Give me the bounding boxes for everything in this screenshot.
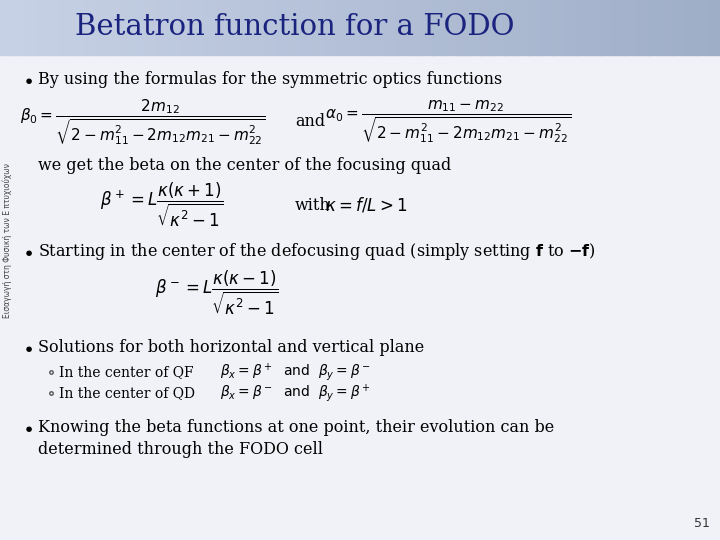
- Bar: [576, 0, 589, 55]
- Text: determined through the FODO cell: determined through the FODO cell: [38, 441, 323, 457]
- Bar: [684, 0, 697, 55]
- Bar: [648, 0, 661, 55]
- Bar: [312, 0, 325, 55]
- Bar: [216, 0, 229, 55]
- Text: $\beta^- = L\dfrac{\kappa(\kappa - 1)}{\sqrt{\kappa^2 - 1}}$: $\beta^- = L\dfrac{\kappa(\kappa - 1)}{\…: [155, 269, 279, 317]
- Bar: [108, 0, 121, 55]
- Bar: [420, 0, 433, 55]
- Text: $\bullet$: $\bullet$: [22, 417, 33, 436]
- Bar: [552, 0, 565, 55]
- Text: Solutions for both horizontal and vertical plane: Solutions for both horizontal and vertic…: [38, 340, 424, 356]
- Bar: [672, 0, 685, 55]
- Bar: [468, 0, 481, 55]
- Bar: [0, 0, 13, 55]
- Bar: [384, 0, 397, 55]
- Bar: [492, 0, 505, 55]
- Text: $\beta^+ = L\dfrac{\kappa(\kappa + 1)}{\sqrt{\kappa^2 - 1}}$: $\beta^+ = L\dfrac{\kappa(\kappa + 1)}{\…: [100, 181, 223, 230]
- Bar: [348, 0, 361, 55]
- Bar: [408, 0, 421, 55]
- Bar: [372, 0, 385, 55]
- Bar: [636, 0, 649, 55]
- Bar: [12, 0, 25, 55]
- Bar: [612, 0, 625, 55]
- Bar: [48, 0, 61, 55]
- Text: we get the beta on the center of the focusing quad: we get the beta on the center of the foc…: [38, 157, 451, 173]
- Bar: [72, 0, 85, 55]
- Text: $\beta_0 = \dfrac{2m_{12}}{\sqrt{2 - m_{11}^2 - 2m_{12}m_{21} - m_{22}^2}}$: $\beta_0 = \dfrac{2m_{12}}{\sqrt{2 - m_{…: [20, 97, 266, 147]
- Bar: [504, 0, 517, 55]
- Bar: [60, 0, 73, 55]
- Text: $\bullet$: $\bullet$: [22, 339, 33, 357]
- Bar: [600, 0, 613, 55]
- Text: 51: 51: [694, 517, 710, 530]
- Bar: [696, 0, 709, 55]
- Bar: [624, 0, 637, 55]
- Bar: [36, 0, 49, 55]
- Bar: [180, 0, 193, 55]
- Bar: [204, 0, 217, 55]
- Bar: [336, 0, 349, 55]
- Bar: [708, 0, 720, 55]
- Bar: [120, 0, 133, 55]
- Bar: [300, 0, 313, 55]
- Bar: [588, 0, 601, 55]
- Bar: [276, 0, 289, 55]
- Text: Betatron function for a FODO: Betatron function for a FODO: [75, 13, 515, 41]
- Bar: [528, 0, 541, 55]
- Text: Knowing the beta functions at one point, their evolution can be: Knowing the beta functions at one point,…: [38, 418, 554, 435]
- Text: $\alpha_0 = \dfrac{m_{11} - m_{22}}{\sqrt{2 - m_{11}^2 - 2m_{12}m_{21} - m_{22}^: $\alpha_0 = \dfrac{m_{11} - m_{22}}{\sqr…: [325, 99, 571, 145]
- Bar: [96, 0, 109, 55]
- Bar: [480, 0, 493, 55]
- Text: By using the formulas for the symmetric optics functions: By using the formulas for the symmetric …: [38, 71, 503, 89]
- Bar: [516, 0, 529, 55]
- Bar: [432, 0, 445, 55]
- Text: $\bullet$: $\bullet$: [22, 71, 33, 90]
- Text: In the center of QF: In the center of QF: [59, 365, 194, 379]
- Text: Εισαγωγή στη Φυσική των E πτυχιούχων: Εισαγωγή στη Φυσική των E πτυχιούχων: [2, 163, 12, 318]
- Bar: [228, 0, 241, 55]
- Bar: [168, 0, 181, 55]
- Bar: [264, 0, 277, 55]
- Bar: [24, 0, 37, 55]
- Bar: [144, 0, 157, 55]
- Bar: [84, 0, 97, 55]
- Bar: [564, 0, 577, 55]
- Text: In the center of QD: In the center of QD: [59, 386, 195, 400]
- Bar: [360, 0, 373, 55]
- Text: $\beta_x = \beta^+$  and  $\beta_y = \beta^-$: $\beta_x = \beta^+$ and $\beta_y = \beta…: [220, 361, 371, 383]
- Bar: [132, 0, 145, 55]
- Text: with: with: [295, 197, 330, 213]
- Bar: [324, 0, 337, 55]
- Bar: [252, 0, 265, 55]
- Bar: [192, 0, 205, 55]
- Bar: [288, 0, 301, 55]
- Bar: [444, 0, 457, 55]
- Bar: [156, 0, 169, 55]
- Bar: [396, 0, 409, 55]
- Text: Starting in the center of the defocusing quad (simply setting $\mathbf{f}$ to $\: Starting in the center of the defocusing…: [38, 240, 596, 261]
- Bar: [456, 0, 469, 55]
- Text: $\kappa = f/L > 1$: $\kappa = f/L > 1$: [325, 195, 408, 214]
- Text: $\bullet$: $\bullet$: [22, 241, 33, 260]
- Bar: [660, 0, 673, 55]
- Bar: [240, 0, 253, 55]
- Text: $\beta_x = \beta^-$  and  $\beta_y = \beta^+$: $\beta_x = \beta^-$ and $\beta_y = \beta…: [220, 382, 371, 404]
- Bar: [540, 0, 553, 55]
- Text: and: and: [295, 113, 325, 131]
